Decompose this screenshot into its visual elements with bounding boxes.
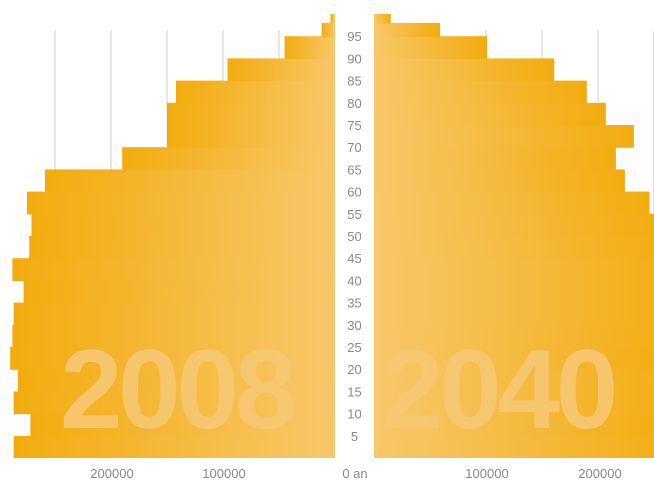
bar-2008-age-30	[13, 302, 335, 326]
bar-2040-age-10	[374, 391, 654, 415]
bar-2040-age-60	[374, 169, 625, 193]
age-tick-5: 5	[351, 429, 358, 444]
x-tick-left-100000: 100000	[202, 466, 245, 481]
bar-2040-age-95	[374, 22, 441, 37]
bar-2040-age-25	[374, 324, 654, 348]
bar-2040-age-35	[374, 280, 654, 304]
age-tick-80: 80	[347, 96, 361, 111]
age-tick-15: 15	[347, 384, 361, 399]
age-tick-25: 25	[347, 340, 361, 355]
bar-2040-age-98	[374, 14, 391, 24]
age-tick-50: 50	[347, 229, 361, 244]
bar-2040-age-90	[374, 36, 488, 59]
age-tick-85: 85	[347, 74, 361, 89]
bar-2008-age-5	[30, 413, 336, 437]
age-tick-60: 60	[347, 185, 361, 200]
bar-2008-age-20	[10, 347, 335, 370]
bar-2008-age-60	[44, 169, 336, 193]
bar-2040-age-30	[374, 302, 654, 326]
bar-2008-age-40	[12, 258, 336, 281]
bar-2040-age-75	[374, 102, 606, 126]
age-tick-65: 65	[347, 162, 361, 177]
x-tick-right-200000: 200000	[578, 466, 621, 481]
bar-2008-age-45	[29, 236, 335, 259]
bar-2008-age-98	[330, 14, 335, 24]
age-tick-40: 40	[347, 273, 361, 288]
bar-2040-age-80	[374, 80, 587, 104]
bar-2040-age-5	[374, 413, 654, 437]
bar-2040-age-55	[374, 191, 650, 215]
age-tick-95: 95	[347, 29, 361, 44]
bar-2040-age-0	[374, 435, 654, 458]
x-axis: 200000 100000 0 an 100000 200000	[90, 466, 621, 481]
bar-2040-age-50	[374, 213, 654, 237]
bar-2008-age-55	[27, 191, 335, 215]
bar-2040-age-20	[374, 347, 654, 370]
bar-2008-age-65	[122, 147, 335, 170]
bar-2008-age-70	[167, 125, 335, 148]
bar-2040-age-65	[374, 147, 616, 170]
year-label-right: 2040	[381, 327, 614, 452]
x-tick-center: 0 an	[342, 466, 367, 481]
age-tick-70: 70	[347, 140, 361, 155]
x-tick-left-200000: 200000	[90, 466, 133, 481]
age-tick-10: 10	[347, 407, 361, 422]
x-tick-right-100000: 100000	[465, 466, 508, 481]
bar-2040-age-15	[374, 369, 654, 392]
age-tick-35: 35	[347, 296, 361, 311]
bar-2040-age-45	[374, 236, 654, 259]
bars	[10, 14, 654, 458]
year-label-left: 2008	[60, 327, 294, 452]
bar-2008-age-35	[23, 280, 335, 304]
age-tick-75: 75	[347, 118, 361, 133]
bar-2008-age-80	[176, 80, 335, 104]
age-tick-30: 30	[347, 318, 361, 333]
bar-2008-age-75	[167, 102, 335, 126]
age-tick-45: 45	[347, 251, 361, 266]
age-tick-20: 20	[347, 362, 361, 377]
bar-2008-age-0	[13, 435, 335, 458]
year-labels: 2008 2040	[60, 327, 618, 452]
age-tick-90: 90	[347, 51, 361, 66]
age-axis: 5 10 15 20 25 30 35 40 45 50 55 60 65 70 75 80 85 90 95	[347, 29, 361, 444]
bar-2008-age-50	[31, 213, 335, 237]
bar-2008-age-95	[321, 22, 335, 37]
bar-2040-age-70	[374, 125, 634, 148]
bar-2008-age-85	[227, 58, 335, 82]
bar-2040-age-40	[374, 258, 654, 281]
bar-2008-age-15	[18, 369, 335, 392]
bar-2040-age-85	[374, 58, 555, 82]
bar-2008-age-90	[284, 36, 335, 59]
age-tick-55: 55	[347, 207, 361, 222]
bar-2008-age-25	[12, 324, 336, 348]
bar-2008-age-10	[13, 391, 335, 415]
